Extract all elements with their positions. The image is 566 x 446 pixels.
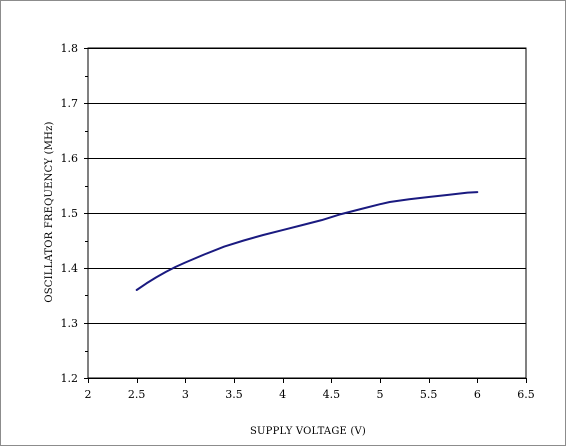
x-axis-title: SUPPLY VOLTAGE (V) — [250, 426, 366, 437]
x-tick-label-3: 3.5 — [225, 388, 243, 401]
y-axis-tick-labels: 1.2 1.3 1.4 1.5 1.6 1.7 1.8 — [61, 42, 79, 385]
series-line-0 — [135, 191, 479, 291]
y-tick-label-6: 1.8 — [61, 42, 79, 55]
x-tick-label-8: 6 — [474, 388, 481, 401]
y-tick-label-2: 1.4 — [61, 262, 79, 275]
x-tick-label-7: 5.5 — [420, 388, 438, 401]
y-tick-label-4: 1.6 — [61, 152, 79, 165]
series-group — [135, 191, 479, 291]
axis-ticks — [84, 48, 527, 383]
x-tick-label-6: 5 — [377, 388, 384, 401]
x-tick-label-1: 2.5 — [128, 388, 146, 401]
x-tick-label-0: 2 — [85, 388, 92, 401]
y-tick-label-3: 1.5 — [61, 207, 79, 220]
y-tick-label-1: 1.3 — [61, 317, 79, 330]
y-tick-label-0: 1.2 — [61, 372, 79, 385]
y-axis-title: OSCILLATOR FREQUENCY (MHz) — [44, 121, 55, 302]
x-tick-label-9: 6.5 — [517, 388, 535, 401]
x-axis-tick-labels: 2 2.5 3 3.5 4 4.5 5 5.5 6 6.5 — [85, 388, 535, 401]
x-tick-label-4: 4 — [279, 388, 286, 401]
x-tick-label-5: 4.5 — [323, 388, 341, 401]
y-tick-label-5: 1.7 — [61, 97, 79, 110]
x-tick-label-2: 3 — [182, 388, 189, 401]
gridlines — [88, 48, 526, 379]
